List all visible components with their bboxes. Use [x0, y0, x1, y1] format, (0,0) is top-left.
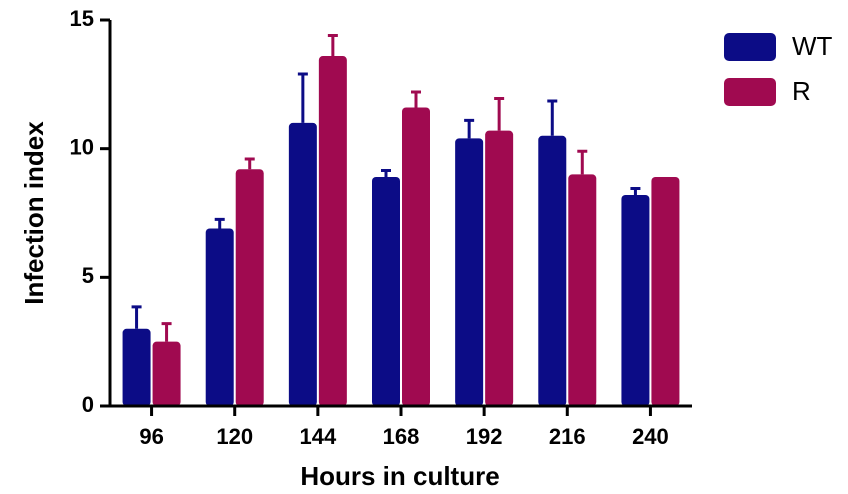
bar [651, 176, 680, 406]
bar [205, 228, 234, 406]
bar [621, 194, 650, 406]
x-tick-label: 96 [139, 424, 163, 449]
x-tick-label: 192 [466, 424, 503, 449]
bar [402, 107, 430, 406]
error-bar [630, 187, 641, 195]
bar [288, 122, 317, 406]
bar [318, 56, 347, 406]
x-tick-label: 168 [383, 424, 420, 449]
x-tick-label: 240 [632, 424, 669, 449]
bar [372, 176, 400, 406]
x-axis-label: Hours in culture [300, 461, 499, 491]
error-bar [244, 157, 255, 170]
error-bar [214, 217, 225, 229]
y-tick-label: 15 [70, 6, 94, 31]
error-bar [131, 305, 142, 329]
legend-swatch [724, 33, 776, 61]
legend-label: WT [792, 31, 833, 61]
error-bar [494, 96, 505, 131]
bar [538, 135, 567, 407]
error-bar [327, 33, 338, 57]
x-tick-label: 216 [549, 424, 586, 449]
y-tick-label: 0 [82, 392, 94, 417]
y-axis-label: Infection index [19, 121, 49, 305]
bar [568, 174, 597, 406]
error-bar [381, 169, 391, 177]
legend-swatch [724, 78, 776, 106]
bar [455, 138, 484, 406]
error-bar [411, 90, 421, 108]
y-tick-label: 5 [82, 263, 94, 288]
y-tick-label: 10 [70, 134, 94, 159]
bar [152, 341, 181, 406]
x-tick-label: 144 [299, 424, 336, 449]
error-bar [577, 149, 588, 175]
bar [485, 130, 514, 407]
error-bar [547, 99, 558, 136]
error-bar [464, 118, 475, 139]
x-tick-label: 120 [216, 424, 253, 449]
error-bar [297, 72, 308, 123]
legend-label: R [792, 76, 811, 106]
bar [235, 169, 264, 406]
error-bar [161, 322, 172, 342]
bar [122, 328, 151, 406]
